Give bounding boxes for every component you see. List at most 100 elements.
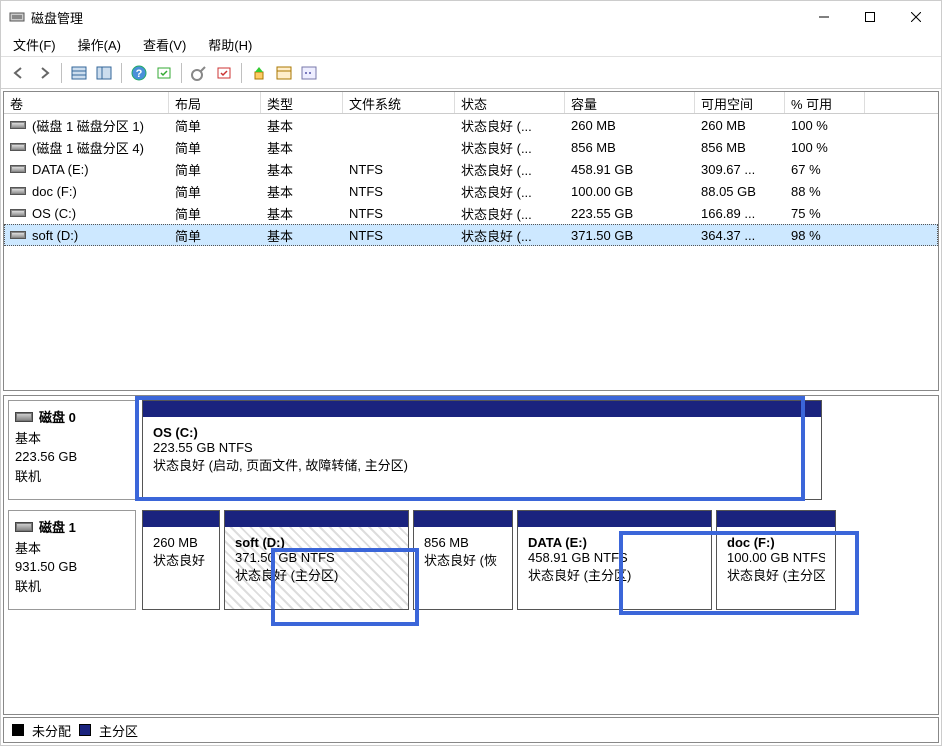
volume-cell: 简单 <box>169 138 261 157</box>
partition-stripe <box>717 511 835 527</box>
col-type[interactable]: 类型 <box>261 92 343 113</box>
view-list-icon[interactable] <box>67 61 91 85</box>
partition-content: DATA (E:)458.91 GB NTFS状态良好 (主分区) <box>518 527 711 609</box>
volume-cell: 基本 <box>261 160 343 179</box>
volume-row[interactable]: doc (F:)简单基本NTFS状态良好 (...100.00 GB88.05 … <box>4 180 938 202</box>
help-icon[interactable]: ? <box>127 61 151 85</box>
partition-name: DATA (E:) <box>528 535 701 550</box>
disk-icon <box>15 522 33 532</box>
legend-unallocated-label: 未分配 <box>32 721 71 740</box>
disk-label[interactable]: 磁盘 1基本931.50 GB联机 <box>8 510 136 610</box>
volume-row[interactable]: (磁盘 1 磁盘分区 4)简单基本状态良好 (...856 MB856 MB10… <box>4 136 938 158</box>
properties-icon[interactable] <box>297 61 321 85</box>
volume-icon <box>10 209 26 217</box>
volume-row[interactable]: soft (D:)简单基本NTFS状态良好 (...371.50 GB364.3… <box>4 224 938 246</box>
volume-cell: NTFS <box>343 206 455 221</box>
partition[interactable]: DATA (E:)458.91 GB NTFS状态良好 (主分区) <box>517 510 712 610</box>
disk-row: 磁盘 1基本931.50 GB联机260 MB状态良好soft (D:)371.… <box>8 510 934 610</box>
volume-cell: 260 MB <box>565 118 695 133</box>
partition[interactable]: 260 MB状态良好 <box>142 510 220 610</box>
back-icon[interactable] <box>7 61 31 85</box>
partition-name: OS (C:) <box>153 425 811 440</box>
menu-help[interactable]: 帮助(H) <box>204 33 256 56</box>
partition-status: 状态良好 (主分区) <box>528 565 701 584</box>
col-name[interactable]: 卷 <box>4 92 169 113</box>
volume-cell: doc (F:) <box>4 184 169 199</box>
volume-cell: 309.67 ... <box>695 162 785 177</box>
partition[interactable]: doc (F:)100.00 GB NTFS状态良好 (主分区) <box>716 510 836 610</box>
volume-cell: 88 % <box>785 184 865 199</box>
volume-cell: 260 MB <box>695 118 785 133</box>
partition-content: doc (F:)100.00 GB NTFS状态良好 (主分区) <box>717 527 835 609</box>
partition-content: OS (C:)223.55 GB NTFS状态良好 (启动, 页面文件, 故障转… <box>143 417 821 499</box>
menu-bar: 文件(F) 操作(A) 查看(V) 帮助(H) <box>1 33 941 57</box>
volume-row[interactable]: OS (C:)简单基本NTFS状态良好 (...223.55 GB166.89 … <box>4 202 938 224</box>
volume-cell: 状态良好 (... <box>455 138 565 157</box>
volume-cell: NTFS <box>343 162 455 177</box>
partition[interactable]: OS (C:)223.55 GB NTFS状态良好 (启动, 页面文件, 故障转… <box>142 400 822 500</box>
partition-stripe <box>414 511 512 527</box>
menu-file[interactable]: 文件(F) <box>9 33 60 56</box>
volume-row[interactable]: (磁盘 1 磁盘分区 1)简单基本状态良好 (...260 MB260 MB10… <box>4 114 938 136</box>
disk-info: 基本 <box>15 428 129 447</box>
volume-cell: 简单 <box>169 182 261 201</box>
up-icon[interactable] <box>247 61 271 85</box>
col-cap[interactable]: 容量 <box>565 92 695 113</box>
volume-row[interactable]: DATA (E:)简单基本NTFS状态良好 (...458.91 GB309.6… <box>4 158 938 180</box>
close-button[interactable] <box>893 2 939 32</box>
volume-cell: 364.37 ... <box>695 228 785 243</box>
refresh-icon[interactable] <box>152 61 176 85</box>
settings-icon[interactable] <box>187 61 211 85</box>
partition-stripe <box>143 401 821 417</box>
volume-cell: 100 % <box>785 140 865 155</box>
volume-list-pane: 卷 布局 类型 文件系统 状态 容量 可用空间 % 可用 (磁盘 1 磁盘分区 … <box>3 91 939 391</box>
partition-detail: 100.00 GB NTFS <box>727 550 825 565</box>
volume-cell: 简单 <box>169 160 261 179</box>
volume-cell: 简单 <box>169 226 261 245</box>
col-free[interactable]: 可用空间 <box>695 92 785 113</box>
menu-action[interactable]: 操作(A) <box>74 33 125 56</box>
volume-cell: 100 % <box>785 118 865 133</box>
partition-status: 状态良好 (主分区) <box>727 565 825 584</box>
disk-label[interactable]: 磁盘 0基本223.56 GB联机 <box>8 400 136 500</box>
volume-cell: 状态良好 (... <box>455 226 565 245</box>
toolbar: ? <box>1 57 941 89</box>
volume-cell: 基本 <box>261 138 343 157</box>
volume-body: (磁盘 1 磁盘分区 1)简单基本状态良好 (...260 MB260 MB10… <box>4 114 938 390</box>
view-detail-icon[interactable] <box>92 61 116 85</box>
svg-text:?: ? <box>136 68 143 80</box>
partition-status: 状态良好 (主分区) <box>235 565 398 584</box>
forward-icon[interactable] <box>32 61 56 85</box>
col-fs[interactable]: 文件系统 <box>343 92 455 113</box>
partition[interactable]: 856 MB状态良好 (恢 <box>413 510 513 610</box>
volume-icon <box>10 143 26 151</box>
list2-icon[interactable] <box>272 61 296 85</box>
partition[interactable]: soft (D:)371.50 GB NTFS状态良好 (主分区) <box>224 510 409 610</box>
volume-cell: 856 MB <box>695 140 785 155</box>
partition-status: 状态良好 <box>153 550 209 569</box>
partition-status: 状态良好 (恢 <box>424 550 502 569</box>
volume-cell: soft (D:) <box>4 228 169 243</box>
col-status[interactable]: 状态 <box>455 92 565 113</box>
action-icon[interactable] <box>212 61 236 85</box>
partition-container: 260 MB状态良好soft (D:)371.50 GB NTFS状态良好 (主… <box>142 510 934 610</box>
partition-detail: 260 MB <box>153 535 209 550</box>
volume-cell: (磁盘 1 磁盘分区 1) <box>4 116 169 135</box>
minimize-button[interactable] <box>801 2 847 32</box>
menu-view[interactable]: 查看(V) <box>139 33 190 56</box>
partition-content: 856 MB状态良好 (恢 <box>414 527 512 609</box>
volume-cell: 856 MB <box>565 140 695 155</box>
col-pct[interactable]: % 可用 <box>785 92 865 113</box>
col-layout[interactable]: 布局 <box>169 92 261 113</box>
app-icon <box>9 9 25 25</box>
maximize-button[interactable] <box>847 2 893 32</box>
volume-cell: 状态良好 (... <box>455 160 565 179</box>
partition-status: 状态良好 (启动, 页面文件, 故障转储, 主分区) <box>153 455 811 474</box>
partition-detail: 371.50 GB NTFS <box>235 550 398 565</box>
partition-content: soft (D:)371.50 GB NTFS状态良好 (主分区) <box>225 527 408 609</box>
disk-icon <box>15 412 33 422</box>
disk-info: 931.50 GB <box>15 559 129 574</box>
volume-cell: NTFS <box>343 184 455 199</box>
partition-name: soft (D:) <box>235 535 398 550</box>
separator <box>241 63 242 83</box>
